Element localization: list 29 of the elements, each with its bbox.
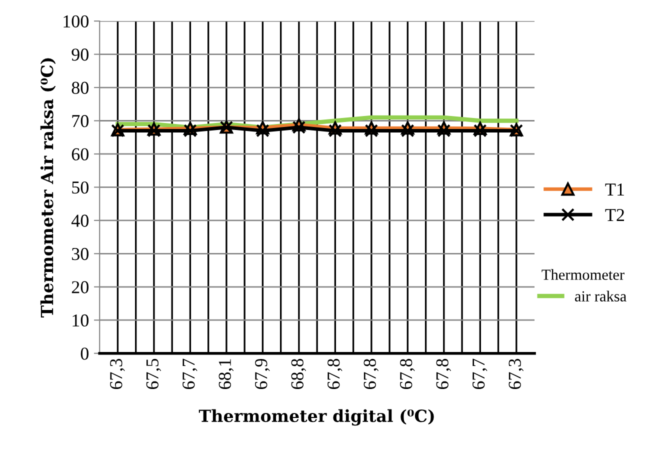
x-tick-label: 68,1 bbox=[218, 359, 234, 390]
legend-label: T1 bbox=[605, 184, 624, 196]
x-tick-label: 67,3 bbox=[508, 358, 524, 390]
y-tick-label: 50 bbox=[72, 181, 88, 194]
y-tick-label: 0 bbox=[80, 348, 88, 360]
y-tick-label: 40 bbox=[71, 214, 88, 227]
x-tick-label: 67,8 bbox=[400, 358, 415, 390]
y-tick-label: 70 bbox=[72, 115, 88, 128]
x-tick-label: 67,8 bbox=[436, 358, 452, 390]
y-tick-label: 80 bbox=[72, 82, 88, 94]
y-axis-title: Thermometer Air raksa (⁰C) bbox=[40, 58, 56, 318]
x-tick-label: 67,7 bbox=[182, 358, 198, 390]
x-axis-title: Thermometer digital (⁰C) bbox=[198, 409, 434, 426]
y-tick-label: 60 bbox=[72, 148, 88, 160]
y-tick-label: 100 bbox=[64, 15, 88, 28]
legend-label: air raksa bbox=[575, 290, 626, 302]
x-tick-label: 67,8 bbox=[364, 358, 379, 390]
x-tick-label: 67,7 bbox=[472, 358, 488, 390]
y-tick-label: 30 bbox=[72, 248, 88, 260]
y-tick-label: 20 bbox=[72, 281, 88, 294]
x-tick-label: 67,9 bbox=[255, 358, 270, 390]
x-tick-label: 67,8 bbox=[328, 358, 342, 390]
legend-title: Thermometer bbox=[542, 269, 624, 280]
x-tick-label: 67,5 bbox=[146, 358, 162, 390]
x-tick-label: 67,3 bbox=[110, 358, 125, 390]
legend-label: T2 bbox=[605, 209, 624, 221]
y-tick-label: 10 bbox=[72, 314, 88, 327]
y-tick-label: 90 bbox=[72, 48, 88, 61]
x-tick-label: 68,8 bbox=[291, 358, 306, 390]
